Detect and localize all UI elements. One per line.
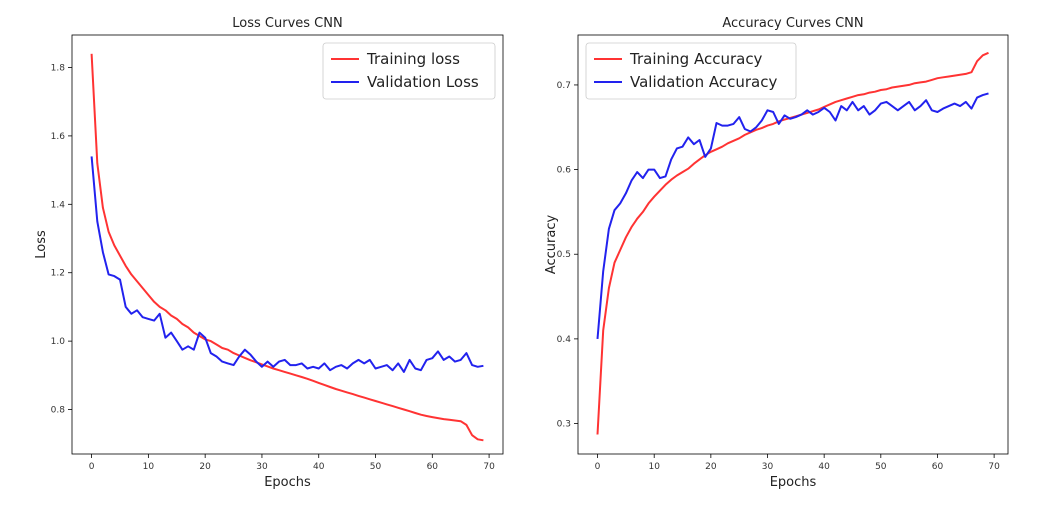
y-tick-label: 1.0 (51, 337, 66, 347)
series-line-validation (596, 92, 989, 339)
y-tick-label: 1.6 (51, 132, 66, 142)
y-tick-label: 0.7 (557, 81, 571, 91)
x-tick-label: 50 (875, 462, 887, 472)
chart-title: Accuracy Curves CNN (722, 16, 863, 31)
legend-entry: Validation Loss (367, 73, 479, 91)
legend-entry: Training Accuracy (629, 50, 763, 68)
x-tick-label: 70 (988, 462, 1000, 472)
x-tick-label: 30 (256, 462, 268, 472)
legend-box (585, 42, 797, 100)
x-tick-label: 60 (932, 462, 944, 472)
legend-entry: Validation Accuracy (630, 73, 777, 91)
plot-frame (71, 34, 504, 455)
plot-frame (577, 34, 1009, 455)
x-tick-label: 0 (595, 462, 601, 472)
legend: Training Accuracy Validation Accuracy (585, 42, 797, 100)
y-axis-label: Loss (34, 230, 49, 259)
chart-accuracy: Accuracy Curves CNN 0 10 20 30 40 50 60 70 0.3 0.4… (544, 16, 1009, 490)
x-axis-label: Epochs (264, 475, 311, 490)
x-tick-label: 10 (648, 462, 660, 472)
y-tick-label: 0.5 (557, 250, 571, 260)
x-tick-label: 60 (427, 462, 439, 472)
y-tick-label: 0.6 (557, 166, 572, 176)
y-tick-label: 0.3 (557, 420, 571, 430)
series-line-training (596, 51, 989, 435)
chart-title: Loss Curves CNN (232, 16, 342, 31)
y-tick-label: 1.2 (51, 269, 65, 279)
legend-box (322, 42, 496, 100)
x-tick-label: 50 (370, 462, 382, 472)
x-tick-label: 40 (313, 462, 325, 472)
y-tick-label: 0.8 (51, 406, 66, 416)
series-line-training (90, 53, 484, 442)
series-line-validation (90, 156, 484, 373)
y-tick-label: 1.8 (51, 63, 66, 73)
x-tick-label: 20 (705, 462, 717, 472)
legend-entry: Training loss (366, 50, 460, 68)
x-axis-label: Epochs (770, 475, 817, 490)
y-tick-label: 1.4 (51, 200, 66, 210)
x-tick-label: 30 (762, 462, 774, 472)
chart-loss: Loss Curves CNN 0 10 20 30 40 50 60 70 0.8 1.0 1.2 1… (34, 16, 504, 490)
x-tick-label: 0 (89, 462, 95, 472)
x-tick-label: 20 (199, 462, 211, 472)
y-axis-label: Accuracy (544, 215, 559, 275)
legend: Training loss Validation Loss (322, 42, 496, 100)
x-tick-label: 70 (483, 462, 495, 472)
x-tick-label: 10 (143, 462, 155, 472)
y-tick-label: 0.4 (557, 335, 572, 345)
x-tick-label: 40 (818, 462, 830, 472)
